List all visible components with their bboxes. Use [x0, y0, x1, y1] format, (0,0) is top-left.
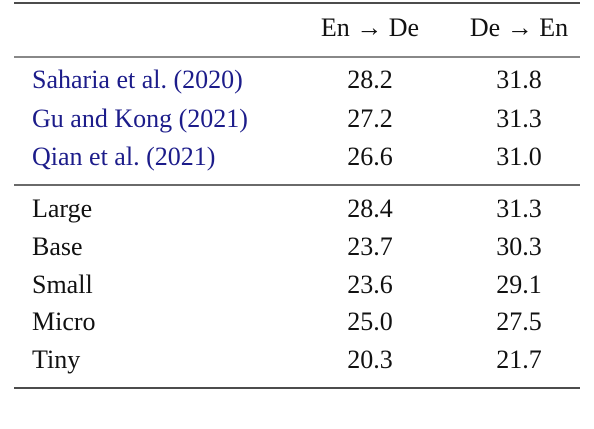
cell: 27.5: [496, 307, 542, 336]
cell: 31.3: [496, 104, 542, 133]
cell: 31.3: [496, 194, 542, 223]
row-label: Tiny: [32, 345, 80, 374]
row-label: Base: [32, 232, 83, 261]
row-label: Saharia et al. (2020): [32, 65, 243, 94]
cell: 30.3: [496, 232, 542, 261]
row-label: Micro: [32, 307, 96, 336]
header-cell: En → De: [321, 13, 419, 42]
cell: 25.0: [347, 307, 393, 336]
header-cell: De → En: [470, 13, 568, 42]
cell: 28.2: [347, 65, 393, 94]
row-label: Small: [32, 270, 93, 299]
cell: 20.3: [347, 345, 393, 374]
row-label: Gu and Kong (2021): [32, 104, 248, 133]
cell: 27.2: [347, 104, 393, 133]
cell: 23.6: [347, 270, 393, 299]
row-label: Large: [32, 194, 92, 223]
cell: 29.1: [496, 270, 542, 299]
cell: 23.7: [347, 232, 393, 261]
cell: 31.0: [496, 142, 542, 171]
cell: 21.7: [496, 345, 542, 374]
row-label: Qian et al. (2021): [32, 142, 215, 171]
cell: 26.6: [347, 142, 393, 171]
cell: 31.8: [496, 65, 542, 94]
cell: 28.4: [347, 194, 393, 223]
